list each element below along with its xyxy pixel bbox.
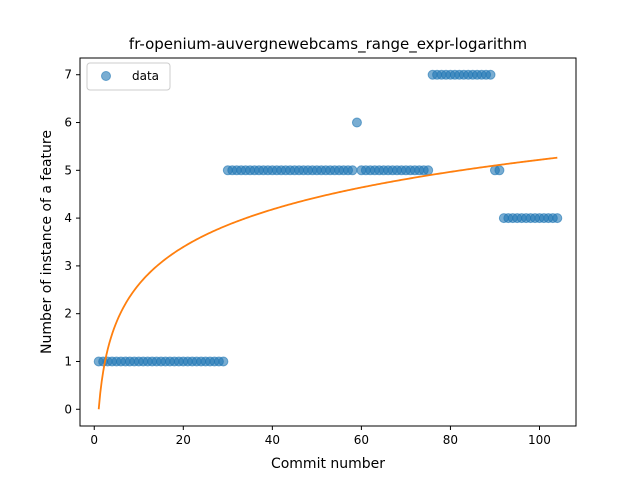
y-tick-label: 4 (64, 211, 72, 225)
legend-label-data: data (132, 69, 159, 83)
data-point (347, 165, 358, 176)
data-point (485, 69, 496, 80)
x-tick-label: 0 (90, 433, 98, 447)
y-tick-label: 5 (64, 163, 72, 177)
data-point (552, 213, 563, 224)
y-tick-label: 1 (64, 354, 72, 368)
legend: data (86, 62, 171, 91)
legend-box (86, 62, 171, 91)
data-point (494, 165, 505, 176)
x-axis-label: Commit number (271, 456, 385, 472)
x-tick-label: 60 (354, 433, 369, 447)
x-tick-label: 100 (528, 433, 551, 447)
chart-title: fr-openium-auvergnewebcams_range_expr-lo… (129, 35, 527, 54)
data-point (351, 117, 362, 128)
y-tick-label: 7 (64, 68, 72, 82)
x-tick-label: 80 (443, 433, 458, 447)
x-tick-label: 20 (176, 433, 191, 447)
y-tick-label: 6 (64, 116, 72, 130)
y-tick-label: 2 (64, 307, 72, 321)
x-tick-label: 40 (265, 433, 280, 447)
y-axis-label: Number of instance of a feature (39, 130, 55, 354)
axes-frame (79, 57, 577, 427)
fit-line (97, 156, 558, 410)
data-point (218, 356, 229, 367)
y-tick-label: 3 (64, 259, 72, 273)
y-tick-label: 0 (64, 402, 72, 416)
data-point (423, 165, 434, 176)
legend-marker-data (101, 71, 111, 81)
plot-area: 0 20 40 60 80 100 0 1 2 3 4 5 6 7 (64, 57, 577, 447)
